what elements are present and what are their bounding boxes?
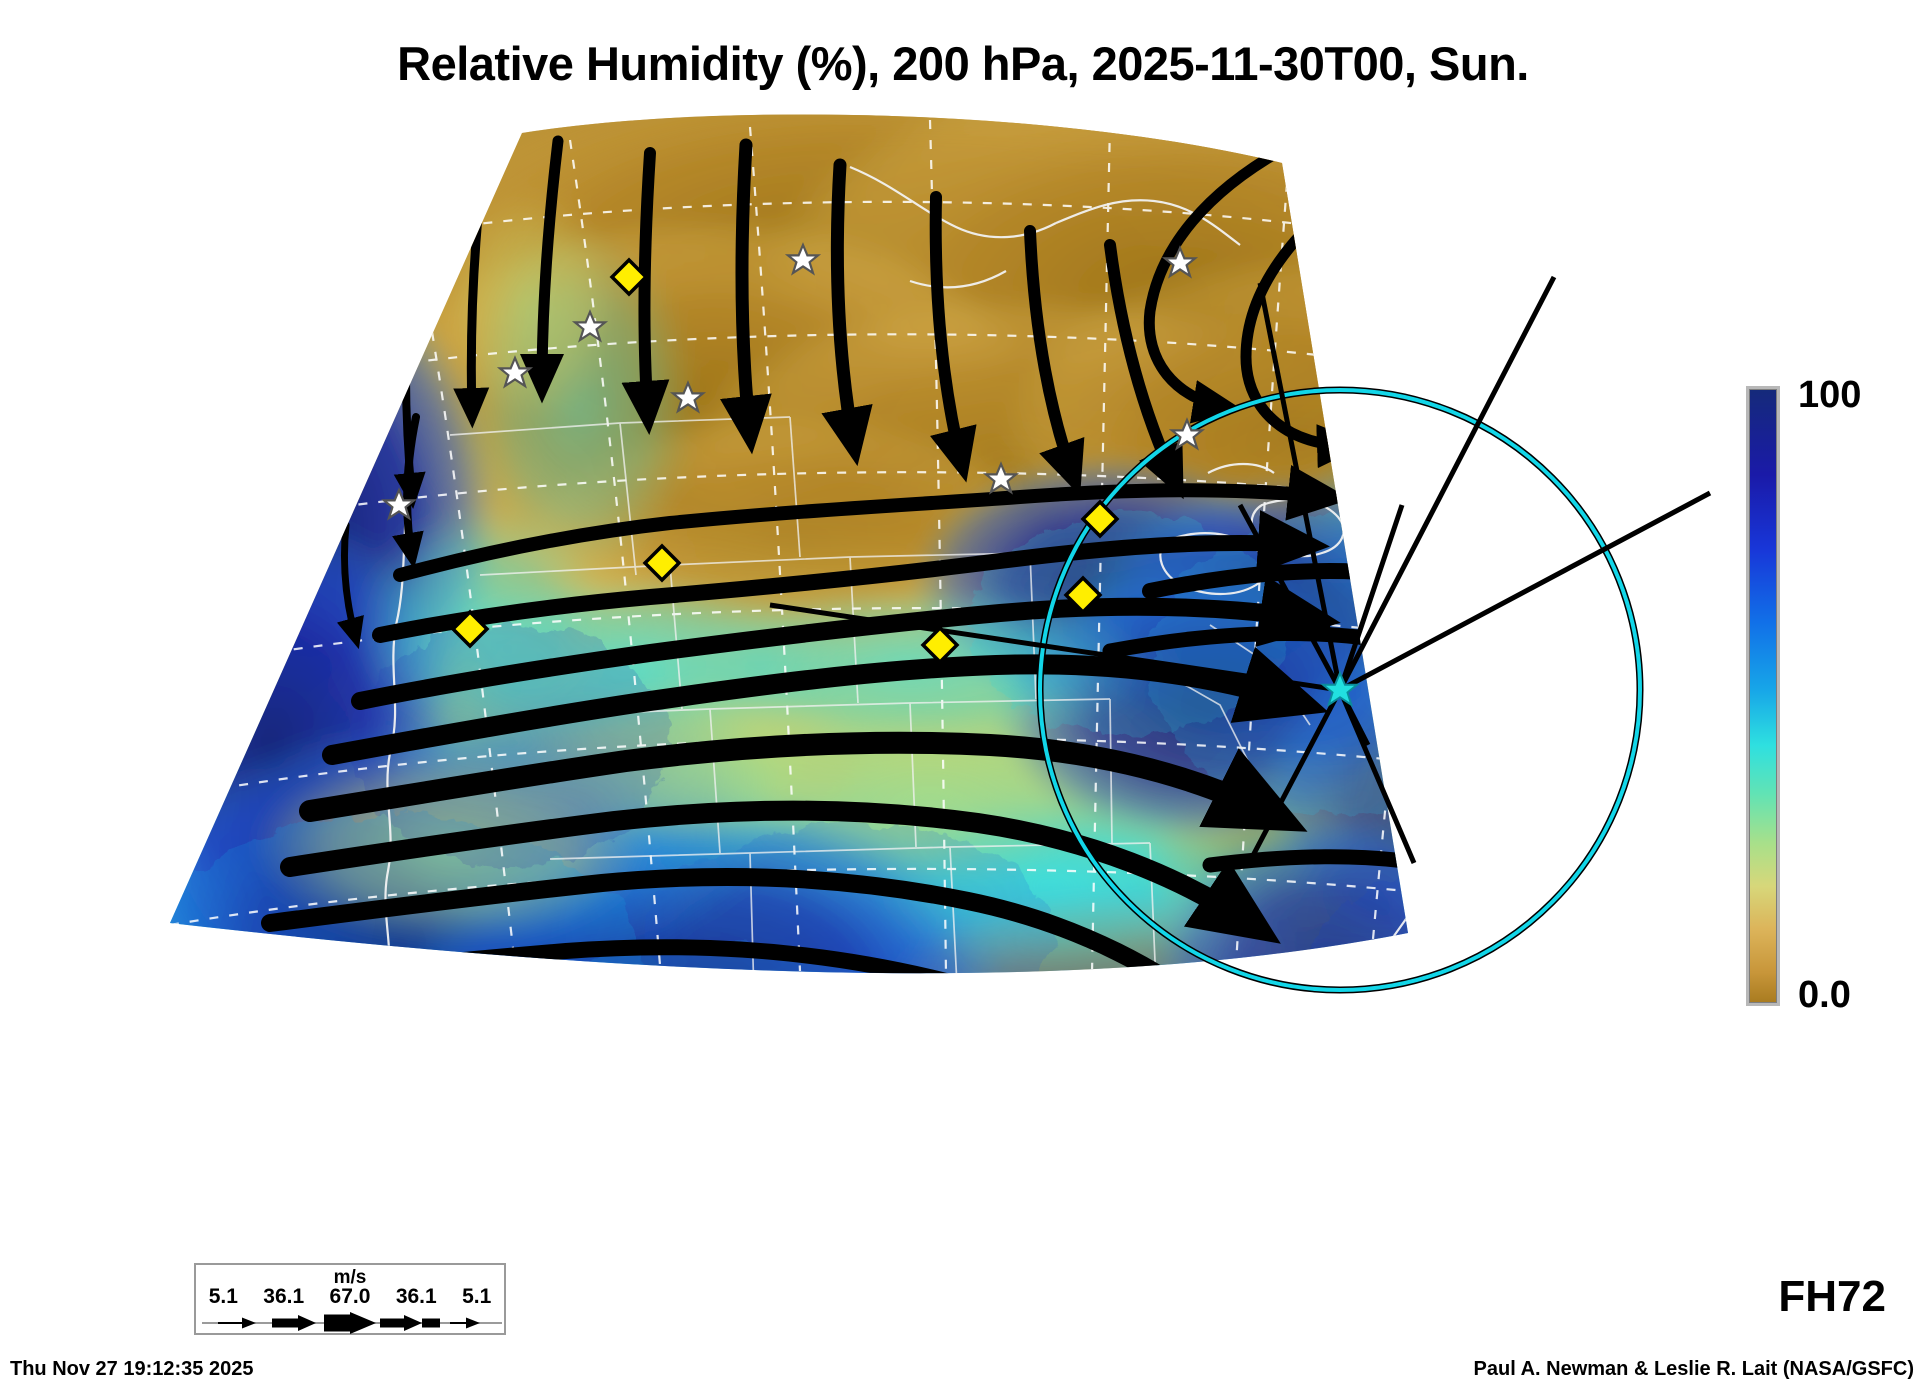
colorbar-gradient	[1746, 386, 1780, 1006]
wind-speed-legend: m/s 5.1 36.1 67.0 36.1 5.1	[194, 1263, 506, 1335]
wind-legend-units: m/s	[333, 1267, 367, 1288]
forecast-hour-label: FH72	[1778, 1272, 1886, 1321]
wind-tick-1: 5.1	[208, 1285, 238, 1308]
generation-timestamp: Thu Nov 27 19:12:35 2025	[10, 1358, 254, 1380]
wind-tick-4: 36.1	[395, 1285, 437, 1308]
event-circle-group	[769, 275, 1712, 994]
event-circle	[1038, 388, 1642, 992]
wind-streamlines	[202, 135, 1408, 974]
colorbar-min-label: 0.0	[1798, 974, 1851, 1016]
site-marker-diamond[interactable]	[450, 257, 1120, 665]
station-markers[interactable]	[380, 242, 1360, 708]
page-title: Relative Humidity (%), 200 hPa, 2025-11-…	[397, 37, 1529, 90]
wind-legend-arrows	[202, 1312, 502, 1334]
map-panel[interactable]	[150, 105, 1770, 1220]
wind-tick-5: 5.1	[462, 1285, 492, 1308]
author-credit: Paul A. Newman & Leslie R. Lait (NASA/GS…	[1473, 1358, 1914, 1380]
colorbar: 100 0.0	[1746, 374, 1926, 1016]
wind-legend-ticks: 5.1 36.1 67.0 36.1 5.1	[196, 1285, 504, 1309]
wind-tick-3: 67.0	[329, 1285, 371, 1308]
map-svg[interactable]	[150, 105, 1770, 1220]
circle-center-star[interactable]	[1320, 670, 1360, 708]
wind-tick-2: 36.1	[263, 1285, 305, 1308]
event-radials	[769, 275, 1712, 867]
station-marker-star[interactable]	[380, 242, 1206, 521]
colorbar-max-label: 100	[1798, 374, 1862, 416]
